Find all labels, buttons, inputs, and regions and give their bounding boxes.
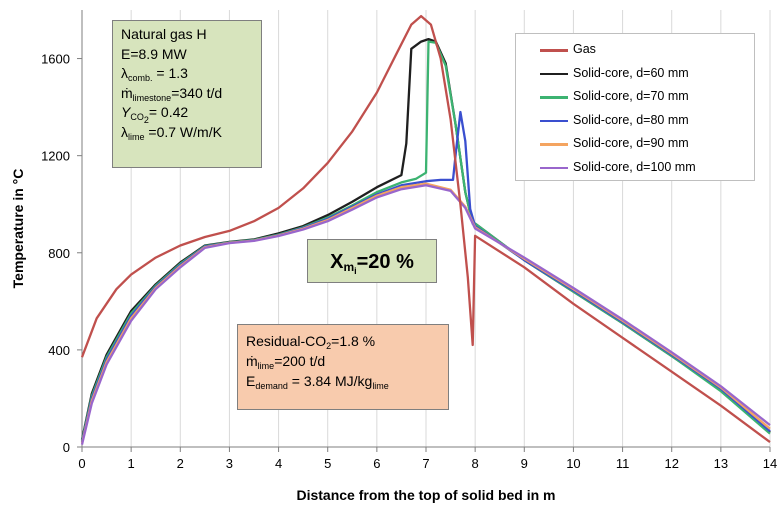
x-tick-label: 4 <box>275 456 282 471</box>
y-tick-label: 1600 <box>41 52 70 67</box>
legend-label: Solid-core, d=80 mm <box>573 112 689 127</box>
legend-item: Solid-core, d=70 mm <box>516 85 754 109</box>
legend-swatch <box>540 166 568 169</box>
legend-swatch <box>540 119 568 122</box>
legend-swatch <box>540 49 568 52</box>
y-tick-label: 800 <box>48 246 70 261</box>
energy-demand-label: Edemand = 3.84 MJ/kglime <box>246 373 389 391</box>
x-tick-label: 14 <box>763 456 777 471</box>
lambda-comb-label: λcomb. = 1.3 <box>121 65 188 83</box>
series-line-gas <box>80 14 771 444</box>
legend-item: Solid-core, d=100 mm <box>516 156 754 180</box>
legend-label: Gas <box>573 42 596 56</box>
x-tick-label: 7 <box>422 456 429 471</box>
x-tick-label: 1 <box>128 456 135 471</box>
x-tick-label: 8 <box>472 456 479 471</box>
x-tick-label: 3 <box>226 456 233 471</box>
legend-label: Solid-core, d=100 mm <box>573 159 696 174</box>
fuel-label: Natural gas H <box>121 26 207 42</box>
legend-item: Solid-core, d=80 mm <box>516 109 754 133</box>
legend-label: Solid-core, d=60 mm <box>573 65 689 80</box>
power-label: E=8.9 MW <box>121 45 187 62</box>
co2-fraction-label: YCO2= 0.42 <box>121 104 189 125</box>
legend-item: Solid-core, d=90 mm <box>516 132 754 156</box>
y-tick-label: 1200 <box>41 149 70 164</box>
limestone-flow-label: ṁlimestone=340 t/d <box>121 84 223 103</box>
series-line-d100 <box>80 184 771 445</box>
legend-swatch <box>540 72 568 75</box>
lambda-lime-label: λlime =0.7 W/m/K <box>121 123 222 142</box>
x-tick-label: 10 <box>566 456 580 471</box>
y-tick-label: 400 <box>48 343 70 358</box>
x-tick-label: 6 <box>373 456 380 471</box>
legend-swatch <box>540 143 568 146</box>
legend-label: Solid-core, d=70 mm <box>573 89 689 103</box>
conversion-box: Xmi=20 % <box>307 239 437 283</box>
legend-item: Gas <box>516 38 754 62</box>
lime-flow-label: ṁlime=200 t/d <box>246 353 326 371</box>
x-tick-label: 12 <box>664 456 678 471</box>
y-tick-label: 0 <box>63 440 70 455</box>
x-axis-label: Distance from the top of solid bed in m <box>296 487 555 503</box>
legend-label: Solid-core, d=90 mm <box>573 136 689 150</box>
y-axis-label: Temperature in °C <box>10 169 26 289</box>
parameters-box: Natural gas H E=8.9 MW λcomb. = 1.3 ṁlim… <box>112 20 262 168</box>
x-tick-label: 13 <box>714 456 728 471</box>
x-tick-label: 9 <box>521 456 528 471</box>
x-tick-label: 2 <box>177 456 184 471</box>
legend-swatch <box>540 96 568 99</box>
x-tick-label: 5 <box>324 456 331 471</box>
residual-box: Residual-CO2=1.8 % ṁlime=200 t/d Edemand… <box>237 324 449 410</box>
x-tick-label: 11 <box>616 456 630 471</box>
legend: Gas Solid-core, d=60 mm Solid-core, d=70 m… <box>515 33 755 181</box>
residual-co2-label: Residual-CO2=1.8 % <box>246 333 376 351</box>
x-tick-label: 0 <box>78 456 85 471</box>
legend-item: Solid-core, d=60 mm <box>516 62 754 86</box>
